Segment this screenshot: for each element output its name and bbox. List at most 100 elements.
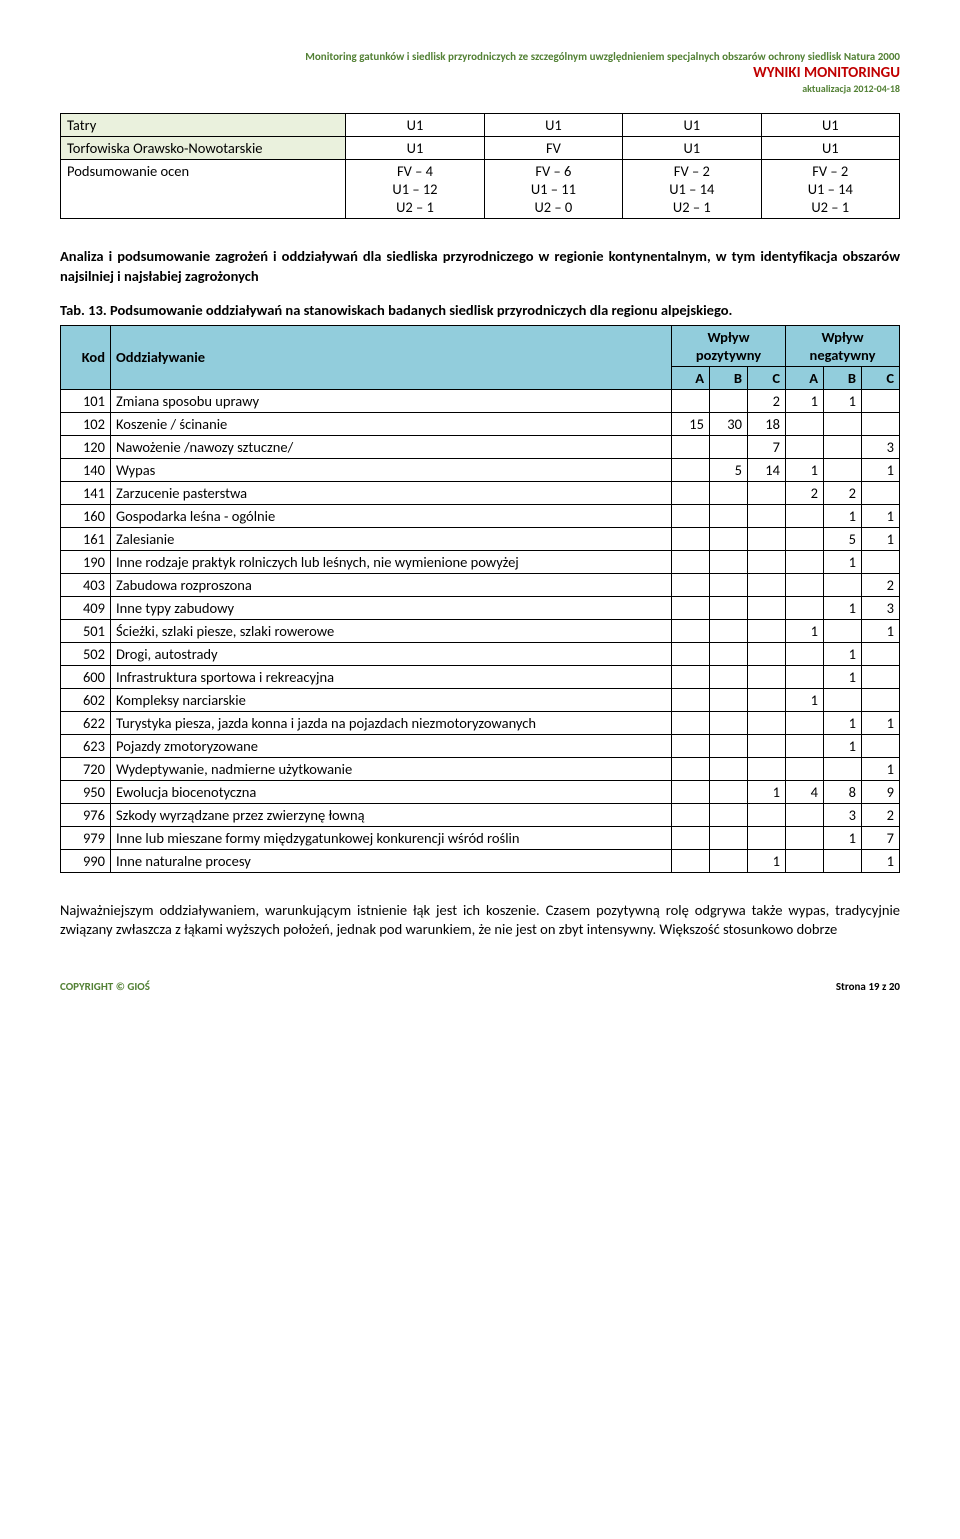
cell-val: 2	[748, 389, 786, 412]
cell-desc: Szkody wyrządzane przez zwierzynę łowną	[111, 803, 672, 826]
th-sub-A: A	[786, 366, 824, 389]
cell-desc: Inne naturalne procesy	[111, 849, 672, 872]
cell-kod: 403	[61, 573, 111, 596]
cell-val	[672, 711, 710, 734]
cell-desc: Ewolucja biocenotyczna	[111, 780, 672, 803]
cell-val: 1	[748, 780, 786, 803]
th-kod: Kod	[61, 325, 111, 389]
cell-val	[672, 619, 710, 642]
cell-val: 1	[786, 389, 824, 412]
cell-val	[672, 504, 710, 527]
cell-val	[672, 849, 710, 872]
cell-desc: Zalesianie	[111, 527, 672, 550]
cell-val	[672, 458, 710, 481]
table13-caption: Tab. 13. Podsumowanie oddziaływań na sta…	[60, 301, 900, 319]
table1-cell: U1	[761, 137, 899, 160]
cell-desc: Zmiana sposobu uprawy	[111, 389, 672, 412]
cell-val	[786, 826, 824, 849]
cell-val	[862, 665, 900, 688]
cell-val	[786, 642, 824, 665]
cell-val	[710, 734, 748, 757]
cell-kod: 161	[61, 527, 111, 550]
cell-val	[710, 803, 748, 826]
cell-val: 1	[862, 458, 900, 481]
cell-val	[824, 412, 862, 435]
cell-val	[672, 389, 710, 412]
cell-val	[748, 550, 786, 573]
cell-val	[710, 550, 748, 573]
cell-val: 1	[786, 458, 824, 481]
cell-kod: 979	[61, 826, 111, 849]
cell-kod: 976	[61, 803, 111, 826]
cell-val	[824, 849, 862, 872]
cell-val	[824, 688, 862, 711]
cell-val	[672, 780, 710, 803]
cell-val: 18	[748, 412, 786, 435]
cell-val: 1	[824, 596, 862, 619]
cell-val: 1	[862, 504, 900, 527]
table1-cell: FV – 2 U1 – 14 U2 – 1	[623, 160, 761, 219]
table1-row-label: Podsumowanie ocen	[61, 160, 346, 219]
cell-val: 1	[786, 619, 824, 642]
cell-val	[862, 642, 900, 665]
cell-val: 3	[824, 803, 862, 826]
cell-desc: Turystyka piesza, jazda konna i jazda na…	[111, 711, 672, 734]
cell-val	[672, 734, 710, 757]
cell-val	[786, 435, 824, 458]
cell-val	[748, 826, 786, 849]
th-sub-A: A	[672, 366, 710, 389]
header-line1: Monitoring gatunków i siedlisk przyrodni…	[60, 50, 900, 64]
cell-val: 30	[710, 412, 748, 435]
cell-val	[710, 504, 748, 527]
cell-val	[786, 803, 824, 826]
cell-val	[786, 711, 824, 734]
cell-val: 1	[862, 849, 900, 872]
cell-val: 2	[786, 481, 824, 504]
cell-val	[710, 849, 748, 872]
cell-val	[824, 757, 862, 780]
cell-val	[672, 642, 710, 665]
cell-desc: Drogi, autostrady	[111, 642, 672, 665]
table1-cell: FV – 6 U1 – 11 U2 – 0	[484, 160, 622, 219]
table1-cell: FV – 4 U1 – 12 U2 – 1	[346, 160, 484, 219]
cell-val: 1	[824, 642, 862, 665]
cell-val	[710, 389, 748, 412]
cell-val: 1	[748, 849, 786, 872]
cell-val	[672, 527, 710, 550]
cell-desc: Infrastruktura sportowa i rekreacyjna	[111, 665, 672, 688]
cell-desc: Pojazdy zmotoryzowane	[111, 734, 672, 757]
cell-kod: 160	[61, 504, 111, 527]
cell-desc: Nawożenie /nawozy sztuczne/	[111, 435, 672, 458]
cell-val	[710, 711, 748, 734]
cell-kod: 720	[61, 757, 111, 780]
th-wplyw-neg: Wpływ negatywny	[786, 325, 900, 366]
cell-val	[748, 665, 786, 688]
cell-val	[748, 573, 786, 596]
cell-val	[672, 550, 710, 573]
cell-val	[786, 504, 824, 527]
cell-val	[672, 803, 710, 826]
cell-val	[710, 435, 748, 458]
cell-val: 7	[748, 435, 786, 458]
analysis-heading: Analiza i podsumowanie zagrożeń i oddzia…	[60, 247, 900, 286]
cell-val	[710, 619, 748, 642]
table1-cell: FV	[484, 137, 622, 160]
cell-val	[710, 665, 748, 688]
cell-desc: Koszenie / ścinanie	[111, 412, 672, 435]
cell-val	[786, 849, 824, 872]
cell-kod: 102	[61, 412, 111, 435]
cell-val: 15	[672, 412, 710, 435]
table1-cell: U1	[623, 137, 761, 160]
cell-kod: 190	[61, 550, 111, 573]
cell-val	[786, 573, 824, 596]
cell-val	[786, 527, 824, 550]
cell-val	[786, 665, 824, 688]
cell-val	[824, 619, 862, 642]
cell-val	[748, 642, 786, 665]
cell-val	[710, 826, 748, 849]
document-header: Monitoring gatunków i siedlisk przyrodni…	[60, 50, 900, 95]
cell-desc: Zarzucenie pasterstwa	[111, 481, 672, 504]
cell-val	[672, 596, 710, 619]
th-wplyw-poz: Wpływ pozytywny	[672, 325, 786, 366]
header-line2: WYNIKI MONITORINGU	[60, 64, 900, 83]
